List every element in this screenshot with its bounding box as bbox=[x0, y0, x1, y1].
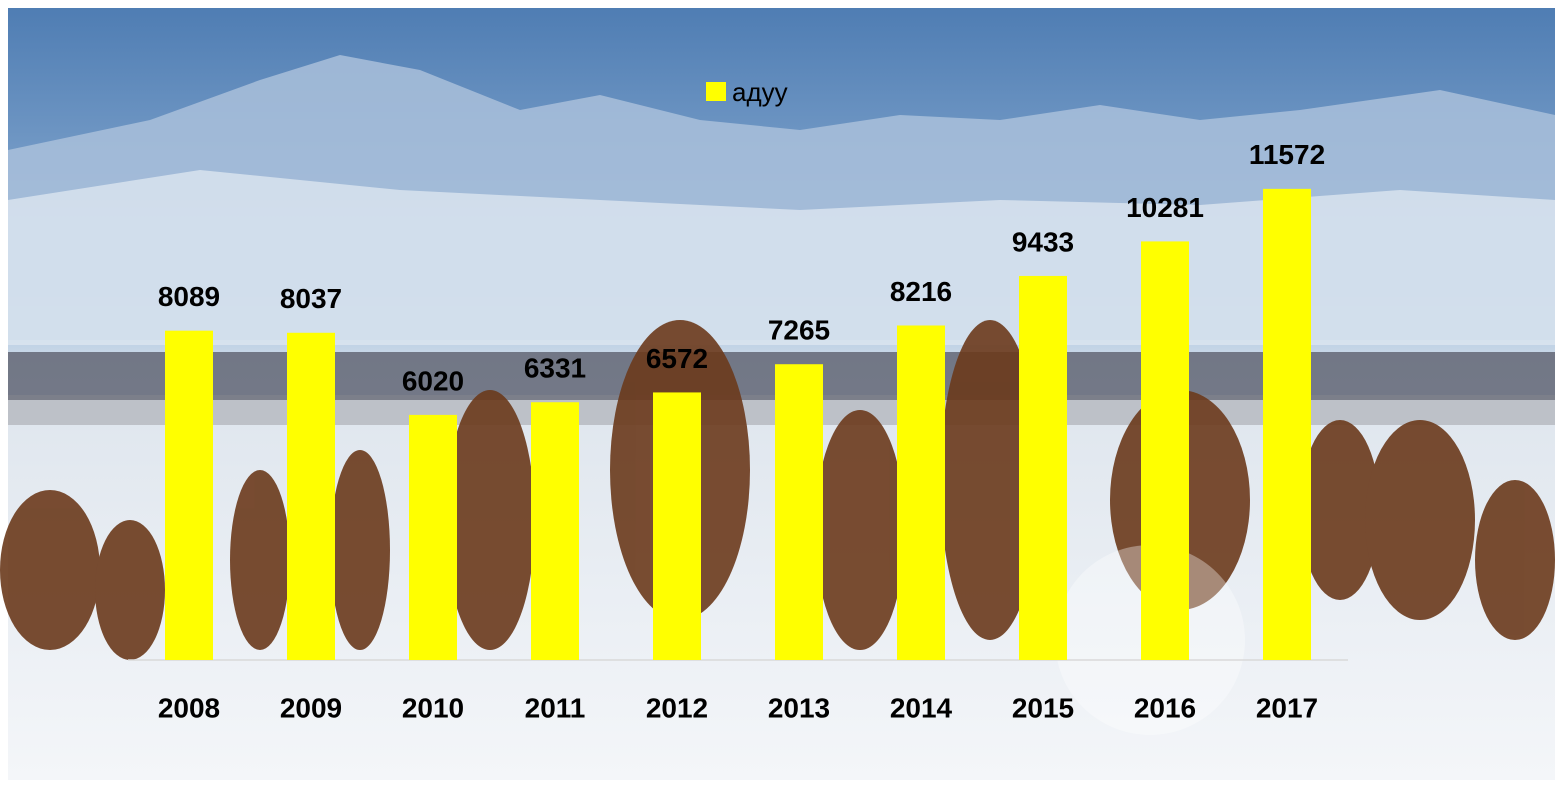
legend-swatch bbox=[706, 82, 726, 101]
data-label: 8089 bbox=[158, 281, 220, 312]
bar bbox=[287, 332, 335, 660]
bar bbox=[775, 364, 823, 660]
data-label: 7265 bbox=[768, 315, 830, 346]
x-tick-label: 2009 bbox=[280, 692, 342, 723]
x-tick-label: 2017 bbox=[1256, 692, 1318, 723]
x-tick-label: 2012 bbox=[646, 692, 708, 723]
bar bbox=[653, 392, 701, 660]
bar bbox=[897, 325, 945, 660]
bar bbox=[531, 402, 579, 660]
bar bbox=[1019, 275, 1067, 660]
bar bbox=[409, 414, 457, 660]
x-tick-label: 2013 bbox=[768, 692, 830, 723]
bar bbox=[1263, 188, 1311, 660]
x-tick-label: 2010 bbox=[402, 692, 464, 723]
x-tick-label: 2014 bbox=[890, 692, 953, 723]
x-tick-label: 2008 bbox=[158, 692, 220, 723]
bar bbox=[165, 330, 213, 660]
data-label: 8216 bbox=[890, 276, 952, 307]
data-label: 8037 bbox=[280, 283, 342, 314]
bar bbox=[1141, 241, 1189, 660]
data-label: 11572 bbox=[1249, 139, 1325, 170]
x-tick-label: 2015 bbox=[1012, 692, 1074, 723]
data-label: 9433 bbox=[1012, 226, 1074, 257]
legend-label: адуу bbox=[732, 77, 788, 107]
data-label: 6020 bbox=[402, 365, 464, 396]
data-label: 10281 bbox=[1126, 192, 1204, 223]
data-label: 6572 bbox=[646, 343, 708, 374]
x-tick-label: 2016 bbox=[1134, 692, 1196, 723]
x-tick-label: 2011 bbox=[525, 692, 586, 723]
data-label: 6331 bbox=[524, 353, 586, 384]
